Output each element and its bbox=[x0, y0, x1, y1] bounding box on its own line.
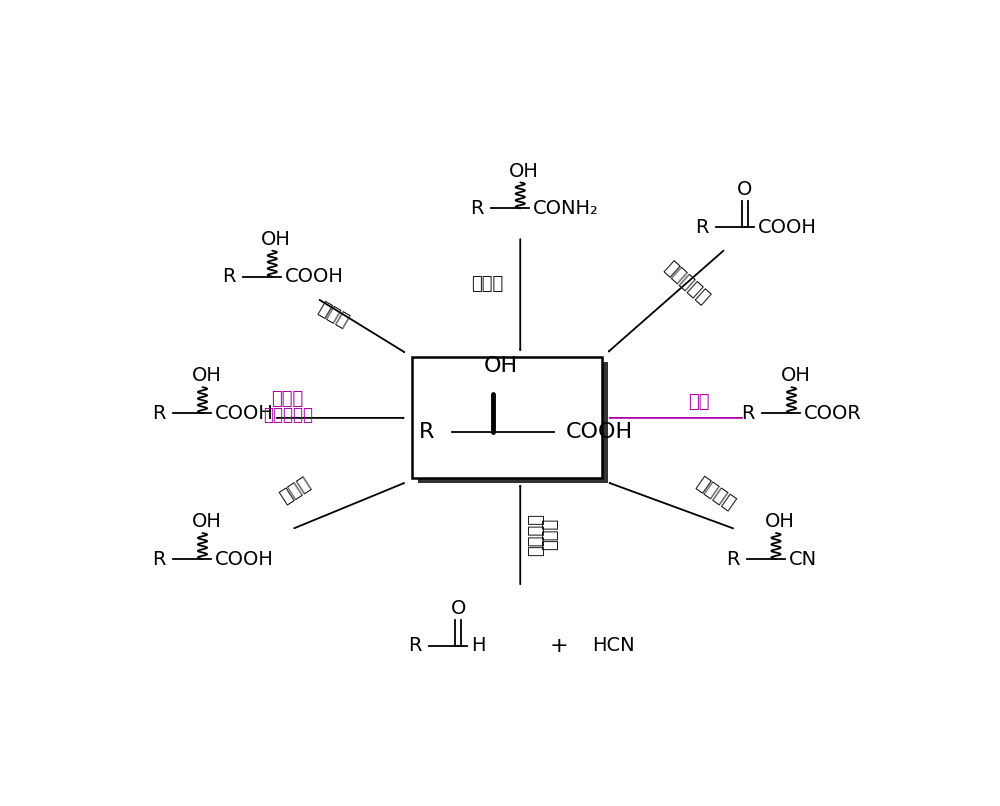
Text: COOR: COOR bbox=[804, 404, 862, 422]
Text: 酰胺酶: 酰胺酶 bbox=[471, 275, 503, 293]
Text: O: O bbox=[451, 599, 466, 618]
Text: COOH: COOH bbox=[215, 404, 274, 422]
Text: 羰基还原酶: 羰基还原酶 bbox=[263, 405, 313, 424]
Text: R: R bbox=[470, 199, 484, 218]
Text: COOH: COOH bbox=[758, 218, 817, 236]
Text: CONH₂: CONH₂ bbox=[533, 199, 599, 218]
Text: CN: CN bbox=[789, 550, 817, 568]
Text: 酯酶: 酯酶 bbox=[688, 393, 709, 411]
Text: 脂肪酶: 脂肪酶 bbox=[277, 475, 314, 507]
Text: R: R bbox=[726, 550, 739, 568]
Text: 脱氢酶: 脱氢酶 bbox=[272, 390, 304, 409]
Text: OH: OH bbox=[484, 356, 518, 376]
Text: 羰基还原酶: 羰基还原酶 bbox=[661, 258, 713, 308]
Text: OH: OH bbox=[191, 367, 221, 385]
Text: R: R bbox=[695, 218, 708, 236]
Text: 脱氢酶: 脱氢酶 bbox=[314, 299, 351, 331]
Text: 酰水解酶: 酰水解酶 bbox=[527, 513, 545, 556]
Text: 硫酯酶: 硫酯酶 bbox=[541, 518, 559, 550]
Text: R: R bbox=[152, 404, 166, 422]
Text: OH: OH bbox=[191, 513, 221, 531]
Text: HCN: HCN bbox=[592, 637, 635, 655]
Text: 腈水解酶: 腈水解酶 bbox=[693, 474, 738, 513]
Text: R: R bbox=[152, 550, 166, 568]
Text: H: H bbox=[471, 637, 485, 655]
Text: O: O bbox=[737, 181, 753, 199]
Text: COOH: COOH bbox=[566, 422, 633, 442]
Text: OH: OH bbox=[261, 230, 291, 249]
Text: OH: OH bbox=[780, 367, 810, 385]
Text: R: R bbox=[741, 404, 755, 422]
Text: +: + bbox=[550, 636, 568, 656]
Text: R: R bbox=[408, 637, 422, 655]
Text: COOH: COOH bbox=[285, 268, 344, 286]
Text: R: R bbox=[419, 422, 435, 442]
Text: COOH: COOH bbox=[215, 550, 274, 568]
Text: OH: OH bbox=[765, 513, 795, 531]
Bar bbox=[418, 363, 608, 484]
Text: OH: OH bbox=[509, 162, 539, 181]
Bar bbox=[412, 357, 602, 479]
Text: R: R bbox=[222, 268, 236, 286]
